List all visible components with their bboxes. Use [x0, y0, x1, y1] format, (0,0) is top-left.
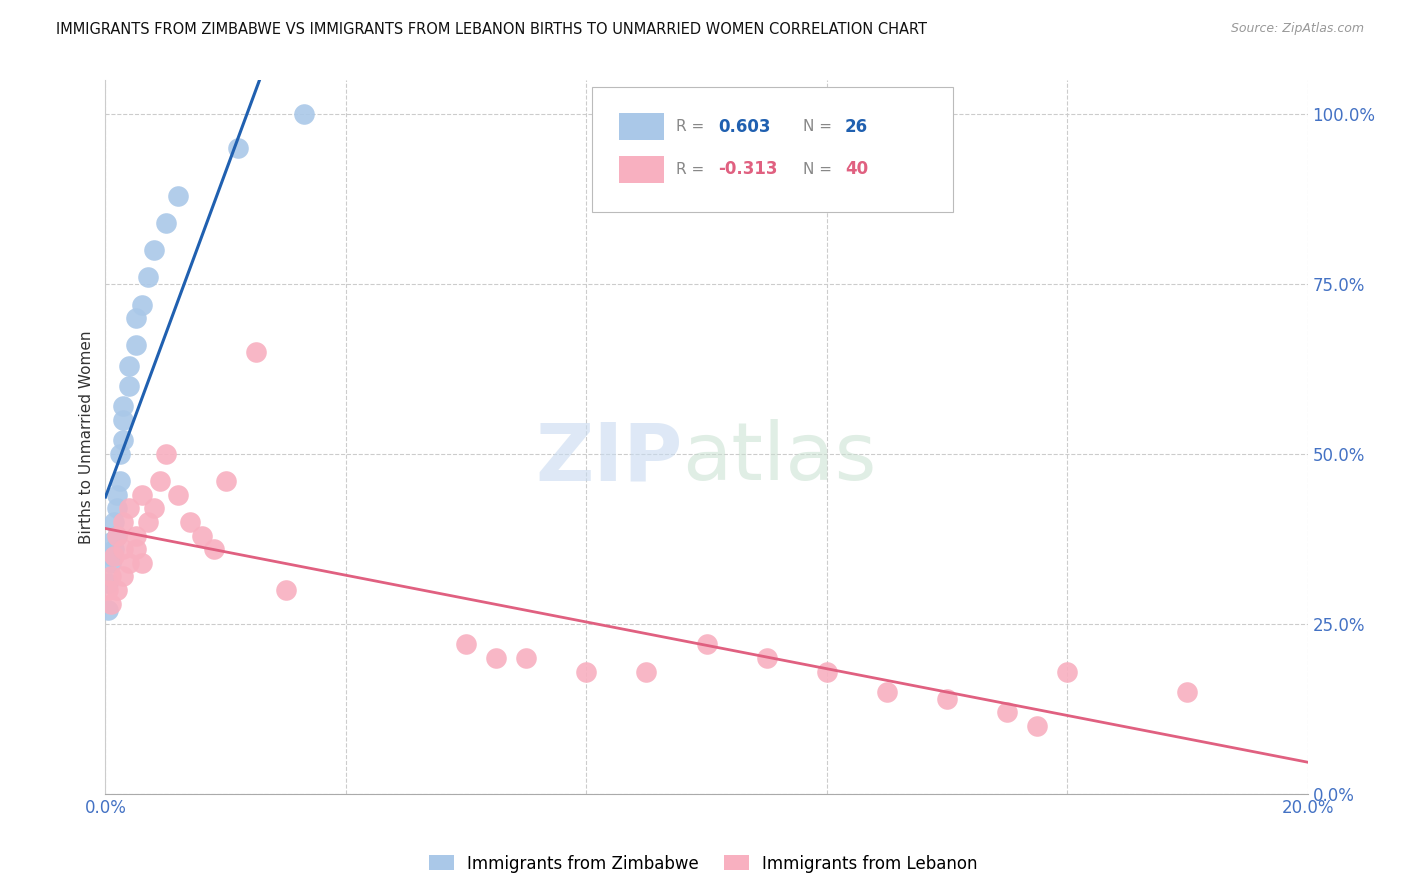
- Point: [110, 447, 132, 461]
- Point: [179, 515, 201, 529]
- Bar: [619, 156, 665, 183]
- Point: [136, 270, 159, 285]
- Point: [112, 400, 135, 414]
- Point: [214, 475, 236, 489]
- Point: [1026, 719, 1049, 733]
- FancyBboxPatch shape: [592, 87, 953, 212]
- Point: [226, 141, 249, 155]
- Point: [202, 542, 225, 557]
- Point: [118, 359, 141, 373]
- Point: [142, 501, 165, 516]
- Point: [1175, 685, 1198, 699]
- Point: [131, 488, 153, 502]
- Point: [190, 528, 212, 542]
- Point: [100, 549, 122, 563]
- Point: [107, 528, 129, 542]
- Point: [112, 515, 135, 529]
- Point: [112, 542, 135, 557]
- Y-axis label: Births to Unmarried Women: Births to Unmarried Women: [79, 330, 94, 544]
- Point: [166, 488, 188, 502]
- Point: [1056, 665, 1078, 679]
- Point: [107, 528, 129, 542]
- Point: [142, 243, 165, 257]
- Point: [107, 488, 129, 502]
- Point: [107, 582, 129, 597]
- Point: [100, 597, 122, 611]
- Point: [995, 706, 1018, 720]
- Point: [97, 582, 120, 597]
- Point: [245, 345, 267, 359]
- Text: 40: 40: [845, 161, 868, 178]
- Point: [112, 434, 135, 448]
- Point: [274, 582, 297, 597]
- Point: [100, 556, 122, 570]
- Point: [936, 691, 959, 706]
- Point: [118, 501, 141, 516]
- Point: [112, 413, 135, 427]
- Point: [131, 556, 153, 570]
- Text: R =: R =: [676, 120, 710, 134]
- Text: IMMIGRANTS FROM ZIMBABWE VS IMMIGRANTS FROM LEBANON BIRTHS TO UNMARRIED WOMEN CO: IMMIGRANTS FROM ZIMBABWE VS IMMIGRANTS F…: [56, 22, 927, 37]
- Text: N =: N =: [803, 120, 837, 134]
- Point: [155, 447, 177, 461]
- Point: [107, 501, 129, 516]
- Point: [97, 603, 120, 617]
- Point: [636, 665, 658, 679]
- Point: [292, 107, 315, 121]
- Point: [118, 379, 141, 393]
- Point: [103, 542, 125, 557]
- Text: 0.603: 0.603: [718, 118, 770, 136]
- Point: [103, 515, 125, 529]
- Point: [100, 535, 122, 549]
- Point: [148, 475, 170, 489]
- Point: [118, 556, 141, 570]
- Point: [100, 569, 122, 583]
- Point: [166, 189, 188, 203]
- Point: [696, 637, 718, 651]
- Text: ZIP: ZIP: [536, 419, 682, 498]
- Text: 26: 26: [845, 118, 868, 136]
- Point: [124, 528, 146, 542]
- Point: [485, 651, 508, 665]
- Text: -0.313: -0.313: [718, 161, 778, 178]
- Point: [124, 338, 146, 352]
- Point: [136, 515, 159, 529]
- Point: [97, 576, 120, 591]
- Legend: Immigrants from Zimbabwe, Immigrants from Lebanon: Immigrants from Zimbabwe, Immigrants fro…: [422, 848, 984, 880]
- Point: [155, 216, 177, 230]
- Text: R =: R =: [676, 162, 710, 177]
- Bar: [619, 113, 665, 140]
- Text: Source: ZipAtlas.com: Source: ZipAtlas.com: [1230, 22, 1364, 36]
- Point: [515, 651, 537, 665]
- Point: [103, 549, 125, 563]
- Point: [876, 685, 898, 699]
- Point: [124, 311, 146, 326]
- Point: [454, 637, 477, 651]
- Point: [815, 665, 838, 679]
- Point: [112, 569, 135, 583]
- Point: [124, 542, 146, 557]
- Text: atlas: atlas: [682, 419, 877, 498]
- Point: [575, 665, 598, 679]
- Point: [110, 475, 132, 489]
- Point: [131, 297, 153, 311]
- Text: N =: N =: [803, 162, 837, 177]
- Point: [755, 651, 778, 665]
